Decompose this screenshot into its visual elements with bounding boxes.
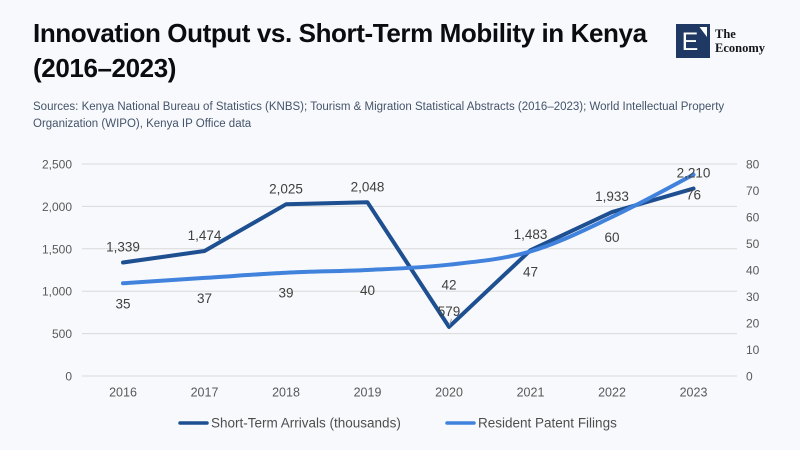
y-axis-left-tick-label: 2,500	[42, 158, 72, 172]
data-label: 1,483	[514, 227, 548, 242]
x-axis-tick-label: 2020	[435, 386, 463, 400]
x-axis-tick-label: 2016	[109, 386, 137, 400]
logo-quote-mark	[699, 27, 707, 37]
logo-letter: E	[682, 28, 699, 56]
x-axis-tick-label: 2022	[598, 386, 626, 400]
data-label: 1,474	[188, 228, 222, 243]
series-line-resident-patent-filings	[121, 172, 696, 286]
y-axis-right-tick-label: 80	[746, 158, 760, 172]
data-label: 1,339	[106, 239, 140, 254]
x-axis-tick-label: 2018	[272, 386, 300, 400]
data-label: 40	[360, 283, 375, 298]
brand-name-line2: Economy	[715, 40, 765, 55]
data-label: 60	[604, 230, 619, 245]
y-axis-right-tick-label: 20	[746, 317, 760, 331]
y-axis-right-tick-label: 60	[746, 211, 760, 225]
y-axis-right-tick-label: 50	[746, 237, 760, 251]
line-chart: 0 500 1,000 1,500 2,000 2,500 0 10 20 30 40 50 60 70 8…	[42, 158, 760, 431]
brand-name-line1: The	[715, 27, 736, 41]
data-label: 39	[278, 286, 293, 301]
data-label: 2,025	[269, 181, 303, 196]
y-axis-left-tick-label: 1,000	[42, 285, 72, 299]
legend-label-short-term-arrivals-thousands: Short-Term Arrivals (thousands)	[211, 416, 401, 431]
data-label-leader-line	[449, 318, 452, 326]
y-axis-left-tick-label: 1,500	[42, 242, 72, 256]
y-axis-right-tick-label: 0	[746, 370, 753, 384]
data-label: 579	[438, 304, 461, 319]
data-label: 76	[686, 188, 701, 203]
y-axis-right-tick-label: 30	[746, 290, 760, 304]
data-label: 37	[197, 291, 212, 306]
y-axis-left-tick-label: 500	[52, 327, 72, 341]
y-axis-right-tick-label: 70	[746, 184, 760, 198]
data-label: 47	[523, 264, 538, 279]
x-axis-tick-label: 2017	[191, 386, 219, 400]
series-line-short-term-arrivals-thousands	[121, 186, 696, 329]
sources-note: Sources: Kenya National Bureau of Statis…	[33, 101, 725, 130]
brand-logo: E The Economy	[676, 24, 765, 58]
y-axis-right-tick-label: 10	[746, 343, 760, 357]
y-axis-left-tick-label: 2,000	[42, 200, 72, 214]
data-label: 2,210	[677, 166, 711, 181]
y-axis-right-tick-label: 40	[746, 264, 760, 278]
page-title: Innovation Output vs. Short-Term Mobilit…	[33, 18, 647, 83]
x-axis-tick-label: 2023	[680, 386, 708, 400]
x-axis-tick-label: 2019	[354, 386, 382, 400]
brand-name: The Economy	[710, 24, 765, 55]
legend-label-resident-patent-filings: Resident Patent Filings	[478, 416, 617, 431]
y-axis-left-tick-label: 0	[65, 370, 72, 384]
data-label: 35	[115, 296, 130, 311]
data-label: 2,048	[351, 179, 385, 194]
brand-logo-icon: E	[676, 24, 710, 58]
x-axis-tick-label: 2021	[517, 386, 545, 400]
data-label: 1,933	[595, 189, 629, 204]
data-label: 42	[441, 278, 456, 293]
